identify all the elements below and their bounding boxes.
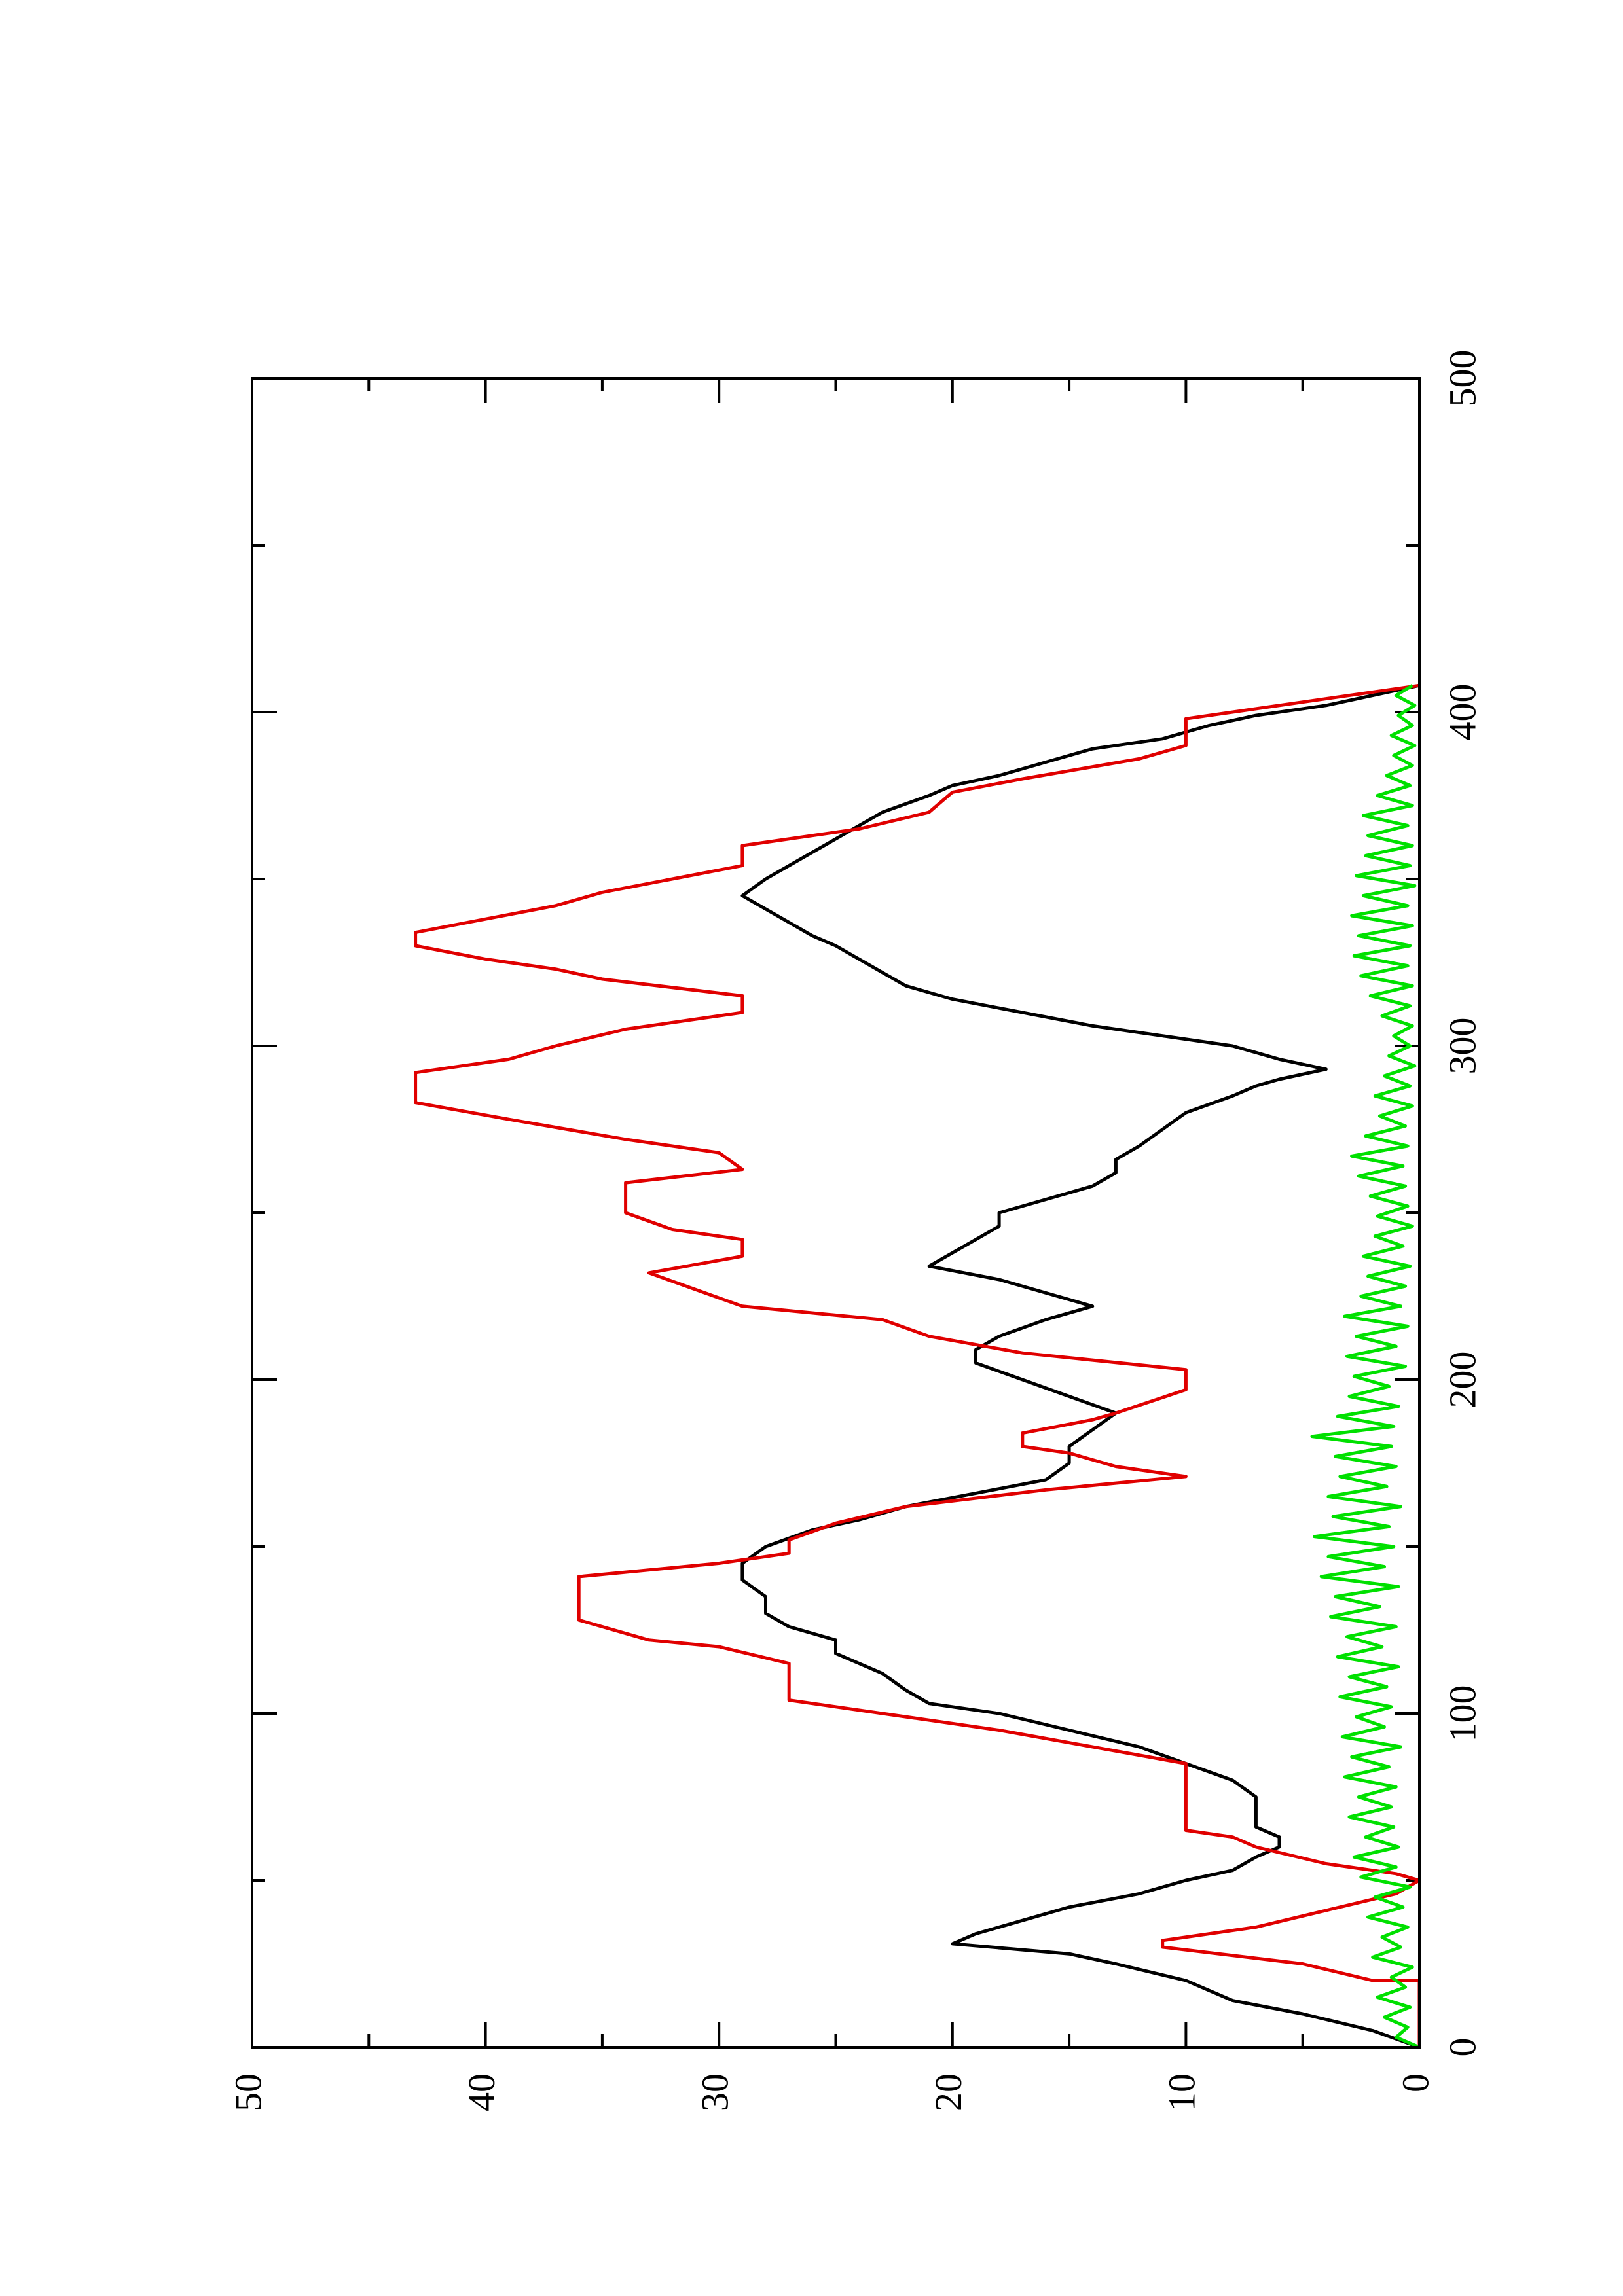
series-line-1 (740, 683, 1420, 2049)
y-tick-label: 30 (694, 2073, 737, 2111)
x-tick-label: 200 (1442, 1352, 1484, 1408)
x-tick-label: 400 (1442, 684, 1484, 741)
tick-labels: 0 100 200 300 400 500 0 10 20 30 40 50 (227, 350, 1484, 2112)
y-tick-label: 50 (227, 2073, 269, 2111)
x-tick-label: 500 (1442, 350, 1484, 407)
series-line-3 (1310, 684, 1420, 2049)
y-tick-label: 0 (1394, 2073, 1436, 2092)
plot-frame (251, 377, 1421, 2049)
y-tick-label: 20 (927, 2073, 970, 2111)
x-tick-label: 100 (1442, 1685, 1484, 1742)
y-tick-label: 10 (1161, 2073, 1203, 2111)
tick-marks (251, 377, 1421, 2049)
series-layer (414, 683, 1421, 2049)
y-tick-label: 40 (460, 2073, 503, 2111)
series-line-2 (414, 683, 1421, 2047)
x-tick-label: 300 (1442, 1018, 1484, 1075)
x-tick-label: 0 (1442, 2038, 1484, 2057)
